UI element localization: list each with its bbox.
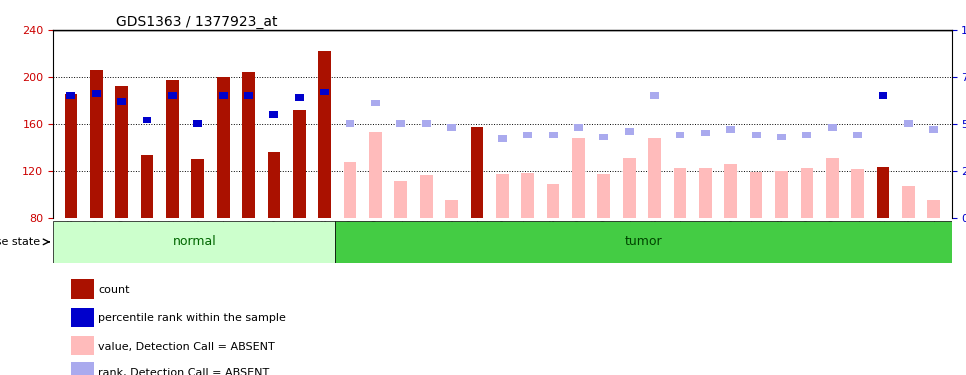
Bar xyxy=(422,120,431,127)
Bar xyxy=(193,120,202,127)
Text: rank, Detection Call = ABSENT: rank, Detection Call = ABSENT xyxy=(99,368,270,375)
Bar xyxy=(295,94,303,101)
Bar xyxy=(143,117,152,123)
Bar xyxy=(625,128,634,135)
Bar xyxy=(750,172,762,217)
Bar xyxy=(927,200,940,217)
Bar xyxy=(115,86,128,218)
Text: value, Detection Call = ABSENT: value, Detection Call = ABSENT xyxy=(99,342,274,352)
Bar xyxy=(877,167,890,217)
Bar xyxy=(623,158,636,218)
Bar xyxy=(853,132,862,138)
Bar xyxy=(599,134,609,140)
Bar xyxy=(598,174,611,217)
Bar xyxy=(166,80,179,218)
Bar xyxy=(90,70,102,217)
Bar xyxy=(371,100,380,106)
Bar xyxy=(346,120,355,127)
Bar xyxy=(168,92,177,99)
Bar xyxy=(270,111,278,118)
Bar xyxy=(801,168,813,217)
Text: count: count xyxy=(99,285,129,295)
Bar xyxy=(293,110,305,218)
Bar xyxy=(777,134,786,140)
Bar xyxy=(319,51,331,217)
Bar xyxy=(726,126,735,133)
Bar xyxy=(67,92,75,99)
Bar xyxy=(828,124,837,131)
Bar xyxy=(851,170,864,217)
Bar xyxy=(242,72,255,217)
Bar xyxy=(752,132,760,138)
FancyBboxPatch shape xyxy=(53,221,335,262)
Bar xyxy=(803,132,811,138)
Bar xyxy=(470,127,483,218)
Bar xyxy=(92,90,100,97)
Text: disease state: disease state xyxy=(0,237,41,247)
Bar xyxy=(216,77,230,218)
Bar xyxy=(648,138,661,218)
Bar xyxy=(929,126,938,133)
Bar xyxy=(321,88,329,95)
Bar xyxy=(191,159,204,218)
Bar xyxy=(344,162,356,218)
Bar xyxy=(522,173,534,217)
Bar xyxy=(904,120,913,127)
Bar xyxy=(71,336,94,356)
Bar xyxy=(699,168,712,217)
Bar xyxy=(650,92,659,99)
Bar xyxy=(572,138,584,218)
Bar xyxy=(65,94,77,218)
Bar xyxy=(447,124,456,131)
Bar xyxy=(775,171,788,217)
Bar xyxy=(902,186,915,218)
Bar xyxy=(117,98,127,105)
FancyBboxPatch shape xyxy=(335,221,952,262)
Bar xyxy=(549,132,557,138)
Text: GDS1363 / 1377923_at: GDS1363 / 1377923_at xyxy=(116,15,277,29)
Bar xyxy=(675,132,684,138)
Bar xyxy=(141,155,154,218)
Bar xyxy=(71,362,94,375)
Bar xyxy=(71,279,94,299)
Bar xyxy=(673,168,686,217)
Bar xyxy=(574,124,582,131)
Bar xyxy=(701,130,710,136)
Bar xyxy=(497,135,507,142)
Bar xyxy=(394,181,407,218)
Bar xyxy=(496,174,509,217)
Bar xyxy=(826,158,838,218)
Bar xyxy=(524,132,532,138)
Bar xyxy=(71,308,94,327)
Bar xyxy=(724,164,737,218)
Bar xyxy=(369,132,382,218)
Text: tumor: tumor xyxy=(625,236,663,248)
Bar xyxy=(268,152,280,217)
Bar xyxy=(420,176,433,217)
Bar xyxy=(547,183,559,218)
Bar xyxy=(218,92,228,99)
Bar xyxy=(244,92,253,99)
Bar xyxy=(445,200,458,217)
Bar xyxy=(878,92,888,99)
Bar xyxy=(396,120,406,127)
Text: normal: normal xyxy=(172,236,216,248)
Text: percentile rank within the sample: percentile rank within the sample xyxy=(99,314,286,324)
